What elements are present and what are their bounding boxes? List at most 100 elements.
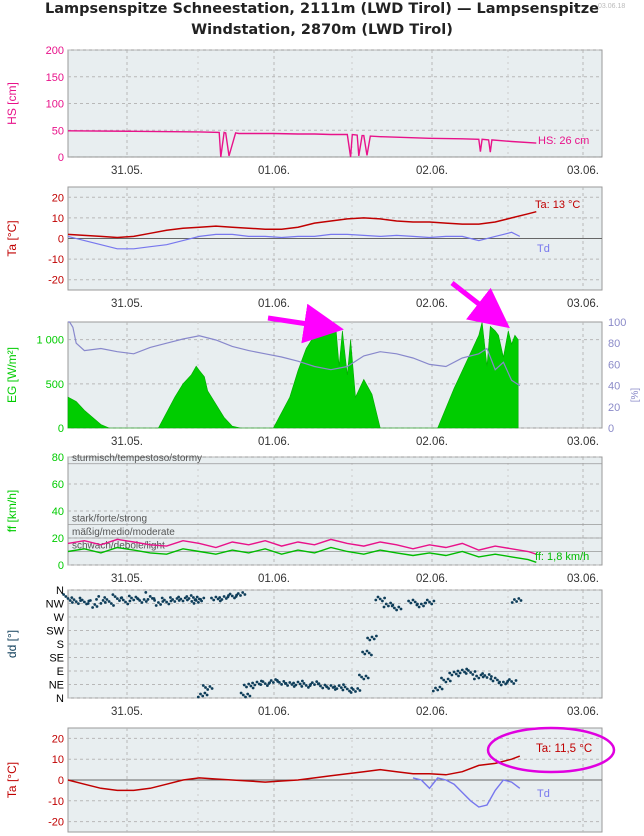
dd-point <box>313 683 316 686</box>
dd-point <box>319 684 322 688</box>
ta-end-label: Ta: 13 °C <box>535 199 580 211</box>
dd-point <box>236 592 240 595</box>
dd-point <box>497 681 501 685</box>
dd-point <box>119 596 123 600</box>
panel-4: 0 20 40 60 80 ff [km/h] 31.05. 01.06. 02.06. 03.0… <box>5 452 603 585</box>
dd-point <box>442 678 446 682</box>
dd-point <box>105 598 109 601</box>
dd-point <box>407 599 410 603</box>
dd-point <box>343 685 347 689</box>
dd-point <box>308 684 312 687</box>
y-axis-label: Ta [°C] <box>5 220 19 256</box>
dd-point <box>444 680 448 684</box>
hs-line <box>67 130 537 158</box>
dd-point <box>460 668 464 672</box>
dd-point <box>222 595 226 598</box>
dd-point <box>203 691 207 695</box>
x-tick-label: 01.06. <box>258 436 290 448</box>
dd-point <box>226 595 230 599</box>
dd-point <box>302 682 306 685</box>
dd-point <box>230 594 234 598</box>
dd-point <box>266 684 269 687</box>
dd-point <box>239 594 242 597</box>
y-tick-label: 0 <box>58 423 64 435</box>
dd-point <box>160 596 164 600</box>
dd-point <box>261 680 265 683</box>
ff-line <box>67 546 537 563</box>
dd-point <box>384 602 388 606</box>
dd-point <box>362 677 366 681</box>
y-tick-label: 200 <box>46 45 64 57</box>
dd-point <box>438 685 442 689</box>
dd-point <box>508 678 511 681</box>
dd-point <box>375 634 378 638</box>
dd-point <box>278 681 281 684</box>
dd-point <box>456 669 460 673</box>
dd-point <box>493 676 497 680</box>
dd-point <box>253 683 257 687</box>
dd-point <box>301 679 304 683</box>
timestamp-watermark: 03.06.18 <box>598 3 626 10</box>
y-tick-label: 10 <box>52 754 64 766</box>
dd-point <box>72 598 76 601</box>
y-tick-label: 500 <box>46 379 64 391</box>
dd-point <box>282 680 286 683</box>
chart-title-line2: Windstation, 2870m (LWD Tirol) <box>191 22 453 38</box>
dd-point <box>356 687 360 690</box>
dd-point <box>415 603 419 607</box>
dd-point <box>481 672 484 675</box>
y-tick-label: N <box>56 693 64 705</box>
dd-point <box>325 685 328 688</box>
dd-point <box>132 598 136 602</box>
y-tick-label: NW <box>46 599 65 611</box>
ta-end-label: Ta: 11,5 °C <box>536 743 592 755</box>
dd-point <box>249 684 253 688</box>
dd-point <box>111 593 115 596</box>
y-tick-label: -10 <box>48 796 64 808</box>
y-tick-label: SE <box>49 653 64 665</box>
dd-point <box>77 602 80 605</box>
dd-point <box>210 687 214 690</box>
dd-point <box>272 681 275 684</box>
dd-point <box>366 636 369 640</box>
x-tick-label: 31.05. <box>111 165 143 177</box>
y-tick-label: SW <box>46 626 64 638</box>
dd-point <box>358 673 361 677</box>
dd-point <box>390 604 394 608</box>
dd-point <box>218 596 222 599</box>
dd-point <box>138 599 142 602</box>
dd-point <box>144 591 148 594</box>
dd-point <box>189 594 193 597</box>
y-tick-label: 60 <box>52 479 64 491</box>
y-tick-label: 40 <box>52 506 64 518</box>
dd-point <box>93 603 97 606</box>
dd-point <box>464 672 468 675</box>
dd-point <box>127 594 131 598</box>
dd-point <box>475 674 478 678</box>
dd-point <box>471 673 475 676</box>
dd-point <box>89 599 92 602</box>
category-label: schwach/debole/light <box>72 541 165 552</box>
dd-point <box>316 682 320 686</box>
dd-point <box>341 688 345 692</box>
td-line <box>67 231 521 250</box>
dd-point <box>432 599 436 603</box>
dd-point <box>361 650 364 654</box>
dd-point <box>64 595 68 598</box>
dd-point <box>154 604 158 607</box>
dd-point <box>413 600 417 604</box>
y-tick-label: -10 <box>48 254 64 266</box>
dd-point <box>220 598 224 601</box>
dd-point <box>510 601 514 604</box>
y-tick-label: 80 <box>52 452 64 464</box>
y-tick-label: 10 <box>52 213 64 225</box>
dd-point <box>103 601 107 604</box>
dd-point <box>496 678 499 682</box>
dd-point <box>113 595 117 598</box>
dd-point <box>515 600 518 603</box>
dd-point <box>365 649 369 653</box>
x-tick-label: 02.06. <box>416 165 448 177</box>
annotation-arrow <box>450 281 510 329</box>
dd-point <box>333 685 337 688</box>
